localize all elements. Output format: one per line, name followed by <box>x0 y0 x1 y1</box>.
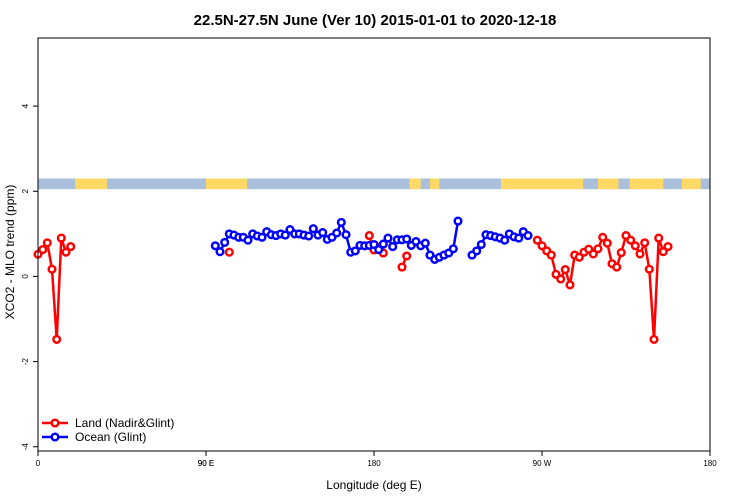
series-1-point-35 <box>374 245 384 255</box>
series-0-line-4 <box>536 233 669 340</box>
series-1-point-60 <box>500 235 510 245</box>
legend-swatch-point-0 <box>50 418 60 428</box>
series-0-point-15 <box>532 235 542 245</box>
y-tick-label-4: 4 <box>21 103 30 108</box>
series-0-point-30 <box>602 238 612 248</box>
band-land-7 <box>75 178 108 190</box>
series-0-point-16 <box>537 241 547 251</box>
series-1-point-1 <box>215 247 225 257</box>
series-1-point-7 <box>243 235 253 245</box>
x-tick-label-1: 180 <box>367 459 381 468</box>
series-0-point-35 <box>626 235 636 245</box>
x-tick-label-2: 90 W <box>533 459 552 468</box>
series-0-point-32 <box>612 262 622 272</box>
series-0-point-42 <box>658 247 668 257</box>
series-0-point-39 <box>644 264 654 274</box>
series-0-point-21 <box>560 265 570 275</box>
band-land-2 <box>430 178 440 190</box>
series-1-point-2 <box>220 237 230 247</box>
series-0-point-6 <box>61 247 71 257</box>
legend: Land (Nadir&Glint)Ocean (Glint) <box>42 416 174 444</box>
series-0-point-4 <box>52 334 62 344</box>
series-1-point-20 <box>304 231 314 241</box>
band-land-5 <box>629 178 664 190</box>
y-axis-label: XCO2 - MLO trend (ppm) <box>3 185 17 320</box>
series-1-point-10 <box>257 232 267 242</box>
series-0-point-1 <box>38 245 48 255</box>
series-0-point-9 <box>364 231 374 241</box>
chart-title: 22.5N-27.5N June (Ver 10) 2015-01-01 to … <box>194 12 557 29</box>
series-0-point-18 <box>546 250 556 260</box>
x-axis-label: Longitude (deg E) <box>326 478 421 492</box>
x-tick-label-0: 90 E <box>198 459 214 468</box>
y-axis: -4 -2 0 2 4 <box>21 103 38 450</box>
series-1-point-54 <box>472 246 482 256</box>
series-0-point-38 <box>640 238 650 248</box>
series-0-point-28 <box>593 244 603 254</box>
series-1-point-30 <box>350 246 360 256</box>
series-1-point-26 <box>332 228 342 238</box>
band-land-6 <box>682 178 701 190</box>
series-1-point-21 <box>308 224 318 234</box>
x-tick-label-3: 0 <box>36 459 41 468</box>
land-mask-band <box>38 178 710 190</box>
series-0-point-24 <box>574 252 584 262</box>
series-0-point-40 <box>649 334 659 344</box>
series-1-point-27 <box>336 217 346 227</box>
series-0-point-8 <box>224 247 234 257</box>
series-1-point-45 <box>420 238 430 248</box>
series-0-point-41 <box>654 233 664 243</box>
series-1-point-34 <box>369 239 379 250</box>
legend-label-0: Land (Nadir&Glint) <box>75 416 174 430</box>
series-0-point-36 <box>630 241 640 251</box>
series-1-point-55 <box>476 239 486 250</box>
series-1-point-65 <box>523 231 533 241</box>
y-tick-label-1: -2 <box>21 357 30 365</box>
band-ocean <box>38 178 710 190</box>
series-0-point-20 <box>556 274 566 284</box>
series-0-point-5 <box>56 233 66 243</box>
legend-label-1: Ocean (Glint) <box>75 430 146 444</box>
y-tick-label-3: 2 <box>21 189 30 194</box>
band-land-0 <box>206 178 248 190</box>
series-0-point-13 <box>397 262 407 272</box>
series-1-point-36 <box>378 239 388 249</box>
series-0-point-14 <box>402 251 412 261</box>
series-0-point-43 <box>663 242 673 252</box>
band-land-3 <box>500 178 584 190</box>
series-0-point-22 <box>565 280 575 290</box>
series-1-point-0 <box>210 241 220 251</box>
x-axis: 90 E 180 90 W0 90 E 180 <box>36 451 717 468</box>
series-1-point-51 <box>448 244 458 254</box>
legend-swatch-point-1 <box>50 432 60 442</box>
series-1-point-37 <box>383 233 393 243</box>
y-tick-label-2: 0 <box>21 274 30 279</box>
band-land-4 <box>598 178 619 190</box>
series-layer <box>33 216 673 344</box>
series-0-point-2 <box>42 238 52 248</box>
series-1-point-38 <box>388 242 398 252</box>
series-1-point-41 <box>402 234 412 244</box>
x-tick-label-5: 180 <box>703 459 717 468</box>
series-0-point-37 <box>635 249 645 259</box>
y-tick-label-0: -4 <box>21 443 30 451</box>
band-land-1 <box>409 178 421 190</box>
series-0-point-33 <box>616 248 626 258</box>
series-0-point-29 <box>598 232 608 242</box>
series-1-point-28 <box>341 230 351 240</box>
series-1-point-52 <box>453 216 463 226</box>
series-1-point-23 <box>318 228 328 238</box>
series-0-point-7 <box>66 242 76 252</box>
series-0-point-3 <box>47 264 57 274</box>
series-0-point-27 <box>588 249 598 259</box>
series-1-point-63 <box>514 233 524 243</box>
x-tick-label-4: 90 E <box>198 459 214 468</box>
series-1-point-15 <box>280 230 290 240</box>
